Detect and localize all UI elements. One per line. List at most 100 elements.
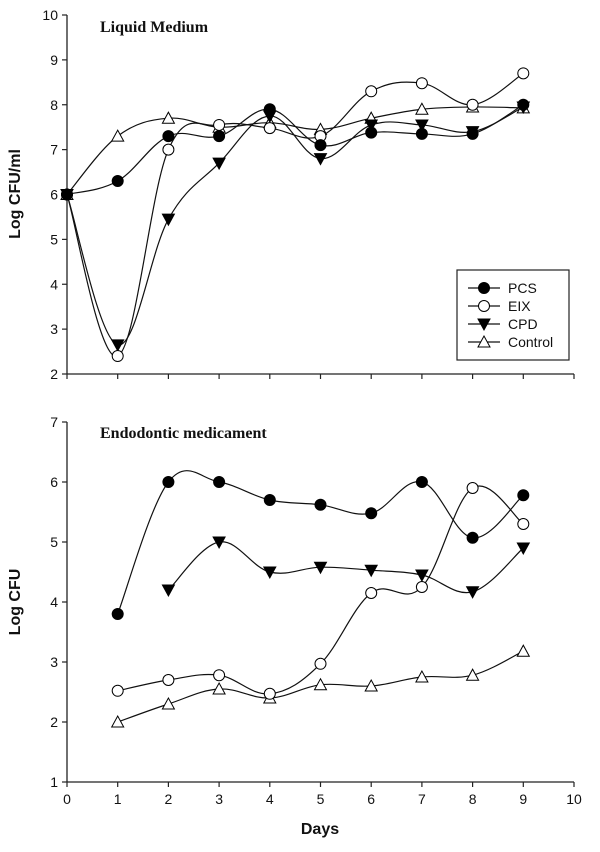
x-tick-label: 5: [317, 791, 325, 807]
series-pcs: [111, 470, 530, 620]
y-tick-label: 8: [50, 97, 58, 113]
y-tick-label: 9: [50, 52, 58, 68]
y-tick-label: 3: [50, 654, 58, 670]
y-tick-label: 10: [42, 7, 58, 23]
endodontic-medicament-panel: Endodontic medicament Log CFU Days 1 2 3 4 5…: [7, 414, 582, 838]
data-point: [415, 77, 428, 90]
data-point: [517, 98, 530, 111]
x-tick-label: 6: [367, 791, 375, 807]
data-point: [213, 476, 226, 488]
data-point: [415, 119, 429, 132]
series-line: [117, 485, 524, 695]
y-axis-label: Log CFU/ml: [7, 149, 24, 239]
legend-label: EIX: [508, 298, 531, 314]
data-point: [517, 489, 530, 502]
x-tick-label: 8: [469, 791, 477, 807]
data-point: [110, 129, 125, 142]
data-point: [162, 476, 175, 488]
series-line: [66, 72, 524, 357]
series-cpd: [161, 536, 531, 599]
y-tick-label: 6: [50, 187, 58, 203]
y-tick-label: 3: [50, 321, 58, 337]
y-axis-label: Log CFU: [7, 569, 24, 636]
legend-label: CPD: [508, 316, 538, 332]
x-tick-label: 2: [165, 791, 173, 807]
y-tick-label: 2: [50, 366, 58, 382]
data-point: [465, 668, 480, 681]
data-point: [415, 581, 428, 593]
data-point: [213, 118, 226, 131]
legend-item-cpd: CPD: [468, 316, 538, 332]
data-point: [516, 644, 531, 657]
data-point: [161, 213, 176, 227]
panel-title: Liquid Medium: [100, 19, 209, 36]
series-eix: [111, 482, 530, 700]
data-point: [161, 584, 176, 598]
legend-marker: [477, 318, 491, 332]
data-point: [161, 696, 176, 710]
data-point: [465, 586, 480, 599]
data-point: [364, 564, 379, 578]
data-point: [111, 608, 124, 620]
liquid-medium-panel: Liquid Medium Log CFU/ml 2 3 4 5 6 7 8 9 10: [7, 7, 575, 382]
data-point: [212, 157, 226, 171]
x-tick-label: 0: [63, 791, 71, 807]
legend-marker: [478, 300, 490, 312]
data-point: [162, 143, 175, 156]
data-point: [263, 494, 276, 506]
data-point: [61, 188, 73, 201]
data-point: [365, 85, 378, 98]
series-line: [66, 106, 524, 346]
data-point: [162, 674, 175, 686]
data-point: [517, 518, 530, 530]
data-point: [161, 111, 176, 124]
data-point: [466, 482, 479, 494]
data-point: [466, 127, 479, 140]
x-tick-label: 1: [114, 791, 122, 807]
data-point: [415, 569, 429, 583]
data-point: [110, 714, 125, 728]
x-tick-label: 4: [266, 791, 274, 807]
legend: PCS EIX CPD Control: [456, 269, 570, 361]
panel-title: Endodontic medicament: [100, 425, 267, 442]
data-point: [313, 677, 328, 691]
data-point: [263, 103, 276, 116]
data-point: [466, 531, 479, 544]
y-tick-label: 1: [50, 774, 58, 790]
data-point: [415, 476, 428, 488]
y-tick-label: 7: [50, 142, 58, 158]
data-point: [364, 678, 379, 692]
data-point: [415, 102, 429, 115]
data-point: [364, 119, 379, 132]
y-tick-label: 5: [50, 534, 58, 550]
data-point: [213, 130, 226, 143]
data-point: [313, 153, 328, 166]
x-axis-label: Days: [301, 821, 339, 838]
x-tick-label: 3: [215, 791, 223, 807]
legend-marker: [478, 282, 490, 294]
x-tick-label: 7: [418, 791, 426, 807]
legend-item-pcs: PCS: [468, 280, 537, 296]
legend-label: PCS: [508, 280, 537, 296]
legend-item-control: Control: [468, 334, 553, 350]
y-tick-label: 4: [50, 594, 58, 610]
x-tick-label: 10: [566, 791, 582, 807]
y-tick-label: 4: [50, 276, 58, 292]
series-control: [60, 99, 531, 200]
data-point: [313, 561, 328, 575]
series-line: [66, 104, 524, 196]
data-point: [263, 687, 276, 700]
data-point: [212, 681, 226, 695]
data-point: [365, 507, 378, 520]
data-point: [263, 122, 276, 135]
data-point: [466, 98, 479, 111]
data-point: [365, 126, 378, 139]
data-point: [314, 498, 327, 511]
data-point: [517, 67, 530, 80]
series-pcs: [61, 98, 530, 201]
series-control: [110, 644, 531, 728]
x-tick-label: 9: [519, 791, 527, 807]
y-tick-label: 5: [50, 231, 58, 247]
data-point: [213, 669, 226, 682]
